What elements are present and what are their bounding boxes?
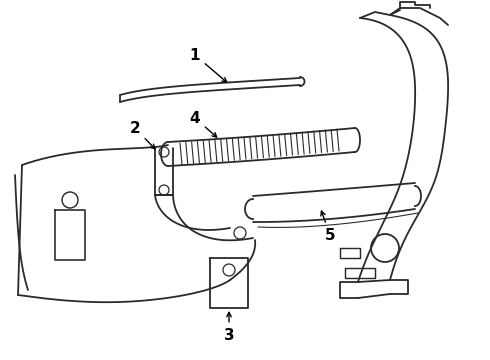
Text: 5: 5 <box>321 211 335 243</box>
Text: 1: 1 <box>190 48 227 82</box>
Text: 2: 2 <box>130 121 155 149</box>
Text: 4: 4 <box>190 111 217 137</box>
Text: 3: 3 <box>224 312 234 342</box>
